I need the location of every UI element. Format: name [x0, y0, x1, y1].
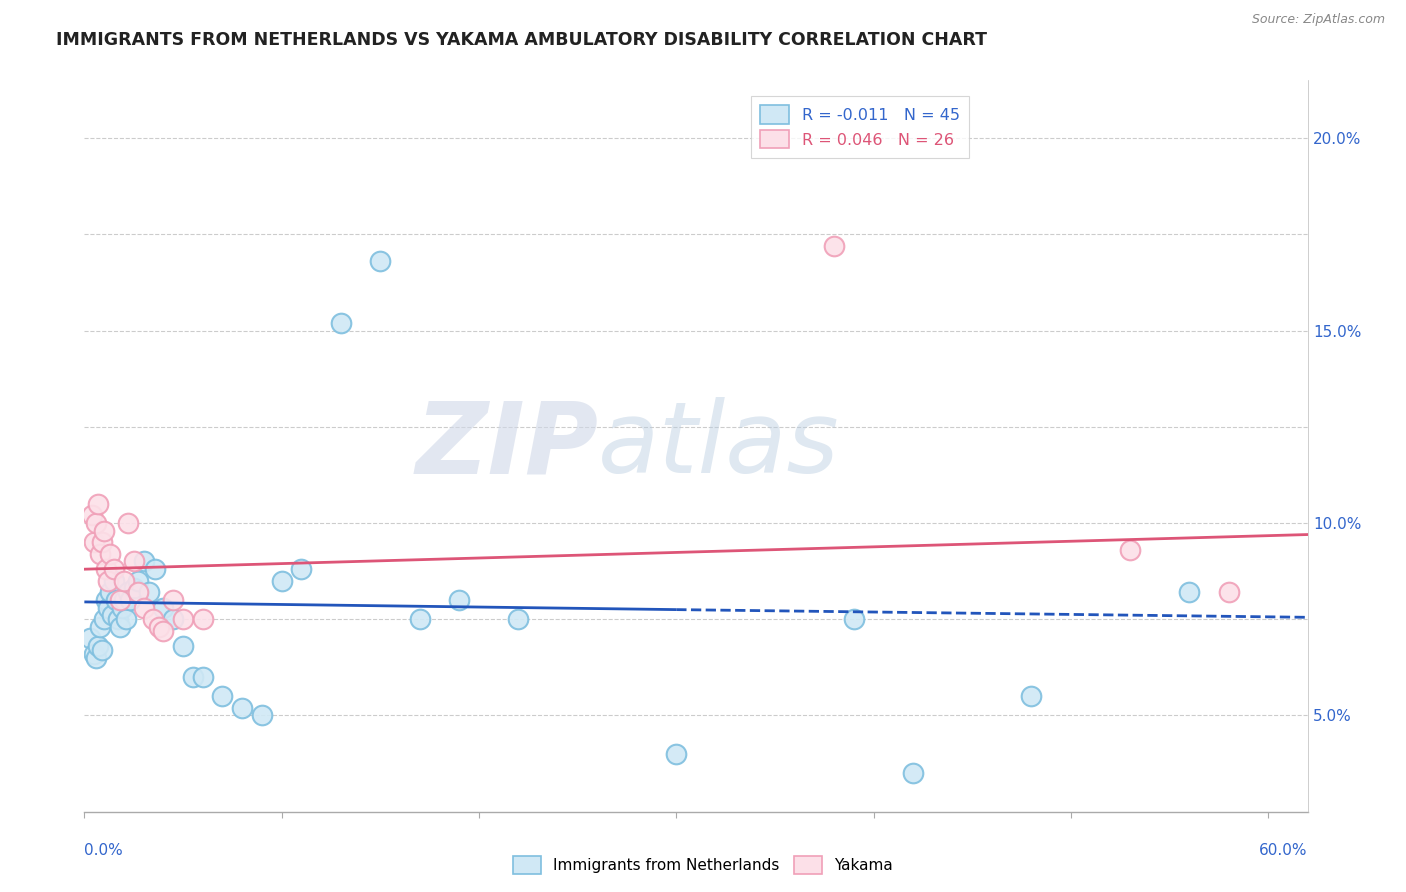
Point — [172, 639, 194, 653]
Text: atlas: atlas — [598, 398, 839, 494]
Point — [231, 700, 253, 714]
Point — [148, 620, 170, 634]
Point — [97, 574, 120, 588]
Point — [508, 612, 530, 626]
Legend: R = -0.011   N = 45, R = 0.046   N = 26: R = -0.011 N = 45, R = 0.046 N = 26 — [751, 95, 969, 158]
Point — [98, 585, 121, 599]
Point — [368, 254, 391, 268]
Point — [83, 535, 105, 549]
Point — [101, 608, 124, 623]
Point — [842, 612, 865, 626]
Point — [103, 562, 125, 576]
Point — [1021, 690, 1043, 704]
Point — [93, 612, 115, 626]
Point — [122, 582, 145, 596]
Point — [82, 508, 104, 523]
Point — [1218, 585, 1240, 599]
Point — [191, 612, 214, 626]
Point — [87, 639, 110, 653]
Point — [117, 516, 139, 530]
Point — [142, 612, 165, 626]
Text: Source: ZipAtlas.com: Source: ZipAtlas.com — [1251, 13, 1385, 27]
Point — [162, 593, 184, 607]
Point — [91, 535, 114, 549]
Point — [901, 766, 924, 780]
Point — [665, 747, 688, 761]
Text: 60.0%: 60.0% — [1260, 843, 1308, 858]
Point — [191, 670, 214, 684]
Point — [127, 585, 149, 599]
Point — [118, 593, 141, 607]
Point — [97, 600, 120, 615]
Point — [79, 632, 101, 646]
Point — [181, 670, 204, 684]
Point — [94, 562, 117, 576]
Point — [89, 620, 111, 634]
Point — [138, 585, 160, 599]
Point — [87, 497, 110, 511]
Point — [103, 574, 125, 588]
Point — [270, 574, 292, 588]
Point — [132, 600, 155, 615]
Point — [89, 547, 111, 561]
Point — [162, 612, 184, 626]
Point — [93, 524, 115, 538]
Point — [84, 650, 107, 665]
Text: 0.0%: 0.0% — [84, 843, 124, 858]
Point — [132, 554, 155, 568]
Point — [108, 620, 131, 634]
Point — [409, 612, 432, 626]
Point — [152, 600, 174, 615]
Point — [122, 554, 145, 568]
Point — [112, 574, 135, 588]
Point — [114, 612, 136, 626]
Point — [1178, 585, 1201, 599]
Point — [104, 593, 127, 607]
Point — [108, 593, 131, 607]
Point — [98, 547, 121, 561]
Point — [823, 239, 845, 253]
Point — [84, 516, 107, 530]
Point — [290, 562, 312, 576]
Point — [145, 562, 167, 576]
Point — [172, 612, 194, 626]
Point — [250, 708, 273, 723]
Text: ZIP: ZIP — [415, 398, 598, 494]
Point — [83, 647, 105, 661]
Point — [117, 585, 139, 599]
Legend: Immigrants from Netherlands, Yakama: Immigrants from Netherlands, Yakama — [508, 850, 898, 880]
Point — [1119, 543, 1142, 558]
Point — [91, 643, 114, 657]
Point — [329, 316, 352, 330]
Point — [211, 690, 233, 704]
Point — [112, 593, 135, 607]
Text: IMMIGRANTS FROM NETHERLANDS VS YAKAMA AMBULATORY DISABILITY CORRELATION CHART: IMMIGRANTS FROM NETHERLANDS VS YAKAMA AM… — [56, 31, 987, 49]
Point — [152, 624, 174, 638]
Point — [107, 612, 129, 626]
Point — [127, 574, 149, 588]
Point — [449, 593, 471, 607]
Point — [111, 600, 134, 615]
Point — [94, 593, 117, 607]
